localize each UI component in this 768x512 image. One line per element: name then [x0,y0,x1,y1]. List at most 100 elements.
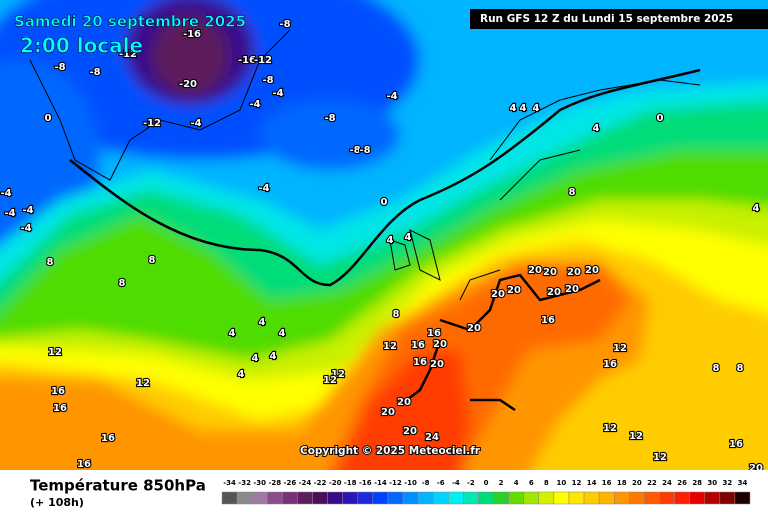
contour-label: 0 [381,197,388,208]
contour-label: -4 [0,188,11,199]
scale-swatch [432,491,449,505]
contour-label: -8 [89,67,100,78]
contour-label: 4 [520,103,527,114]
contour-label: 16 [541,315,555,326]
scale-tick-label: -22 [314,479,327,487]
scale-tick-label: -2 [467,479,475,487]
scale-swatch [357,491,374,505]
scale-tick-label: 0 [484,479,489,487]
contour-label: -4 [190,118,201,129]
scale-tick-label: 8 [544,479,549,487]
contour-label: 20 [430,359,444,370]
contour-label: 16 [53,403,67,414]
scale-tick-label: 28 [692,479,702,487]
scale-tick-label: 34 [738,479,748,487]
scale-tick-label: -24 [299,479,312,487]
scale-tick-label: -8 [422,479,430,487]
contour-label: 4 [238,369,245,380]
contour-label: -4 [22,205,33,216]
contour-label: -16 [183,29,201,40]
contour-label: 16 [729,439,743,450]
scale-swatch [613,491,630,505]
scale-tick-label: -20 [329,479,342,487]
contour-label: 20 [403,426,417,437]
scale-tick-label: -10 [404,479,417,487]
scale-swatch [402,491,419,505]
scale-swatch [236,491,253,505]
scale-swatch [644,491,660,505]
scale-tick-label: -34 [223,479,236,487]
contour-label: -4 [258,183,269,194]
scale-swatch [251,491,268,505]
scale-tick-label: 30 [707,479,717,487]
contour-label: 12 [383,341,397,352]
contour-label: 12 [136,378,150,389]
contour-label: 8 [713,363,720,374]
scale-swatch [448,491,464,505]
scale-swatch [387,491,404,505]
scale-swatch [674,491,690,505]
contour-label: -4 [386,91,397,102]
contour-label: 20 [567,267,581,278]
scale-swatch [659,491,675,505]
contour-label: 20 [467,323,481,334]
contour-label: 20 [507,285,521,296]
scale-swatch [312,491,328,505]
time-title: 2:00 locale [20,34,143,58]
contour-label: 16 [51,386,65,397]
contour-label: 4 [533,103,540,114]
scale-swatch [629,491,645,505]
scale-tick-label: -6 [437,479,445,487]
scale-swatch [493,491,509,505]
contour-label: 24 [425,432,439,443]
contour-label: 12 [613,343,627,354]
scale-swatch [734,491,751,505]
scale-tick-label: 6 [529,479,534,487]
contour-label: -8 [349,145,360,156]
copyright: Copyright © 2025 Meteociel.fr [300,445,481,457]
scale-swatch [704,491,721,505]
scale-tick-label: -12 [389,479,402,487]
legend-title: Température 850hPa [30,477,206,495]
contour-label: 16 [411,340,425,351]
contour-label: -8 [324,113,335,124]
color-scale: -34 -32 -30 -28 -26 -24 -22 -20 -18 -16 -14 -12 -10-… [221,479,751,505]
scale-swatch [508,491,524,505]
scale-tick-label: 24 [662,479,672,487]
contour-label: 0 [657,113,664,124]
legend-subtitle: (+ 108h) [30,496,84,509]
scale-swatch [689,491,705,505]
contour-label: 12 [331,369,345,380]
scale-tick-label: 18 [617,479,627,487]
contour-label: -4 [272,88,283,99]
contour-label: -8 [262,75,273,86]
scale-swatch [221,491,238,505]
contour-label: 16 [413,357,427,368]
contour-label: 20 [397,397,411,408]
contour-label: 12 [603,423,617,434]
contour-label: 20 [585,265,599,276]
scale-tick-label: 16 [602,479,612,487]
contour-label: 20 [543,267,557,278]
scale-swatch [327,491,343,505]
contour-label: 4 [252,353,259,364]
legend-panel [0,470,768,512]
scale-tick-label: -16 [359,479,372,487]
contour-label: 8 [47,257,54,268]
contour-label: 20 [528,265,542,276]
date-title: Samedi 20 septembre 2025 [14,13,246,31]
contour-label: 20 [433,339,447,350]
temperature-field [0,0,768,490]
contour-label: 4 [387,235,394,246]
contour-label: -4 [4,208,15,219]
scale-swatch [523,491,540,505]
contour-label: 16 [603,359,617,370]
contour-label: 12 [48,347,62,358]
scale-tick-label: 26 [677,479,687,487]
contour-label: 4 [753,203,760,214]
contour-label: 4 [510,103,517,114]
scale-swatch [282,491,298,505]
contour-label: 16 [427,328,441,339]
